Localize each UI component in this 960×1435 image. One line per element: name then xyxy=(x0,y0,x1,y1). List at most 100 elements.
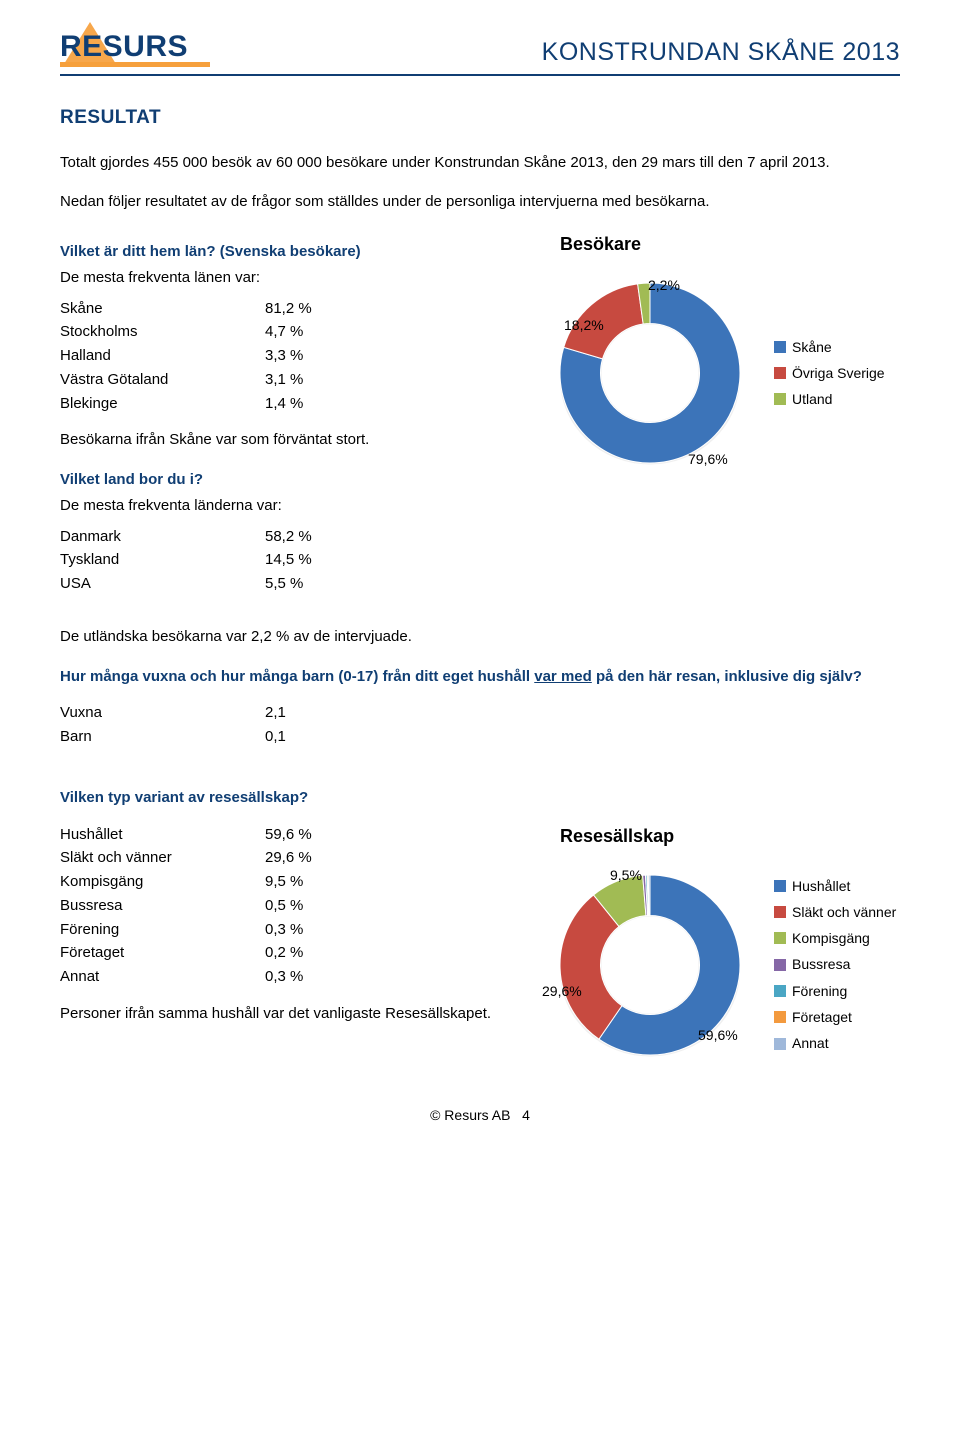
row-value: 0,5 % xyxy=(265,894,335,918)
legend-label: Hushållet xyxy=(792,876,850,896)
q2-subtitle: De mesta frekventa länderna var: xyxy=(60,495,510,517)
row-label: Bussresa xyxy=(60,894,265,918)
row-value: 1,4 % xyxy=(265,392,335,416)
q2-title: Vilket land bor du i? xyxy=(60,469,510,491)
row-value: 0,3 % xyxy=(265,918,335,942)
table-row: Barn0,1 xyxy=(60,725,335,749)
row-value: 4,7 % xyxy=(265,320,335,344)
row-label: Västra Götaland xyxy=(60,368,265,392)
pct-label: 18,2% xyxy=(564,315,604,335)
doc-title: KONSTRUNDAN SKÅNE 2013 xyxy=(542,34,900,72)
footer-page: 4 xyxy=(522,1107,530,1123)
q1-table: Skåne81,2 %Stockholms4,7 %Halland3,3 %Vä… xyxy=(60,297,335,416)
legend-swatch xyxy=(774,906,786,918)
row-value: 29,6 % xyxy=(265,846,335,870)
row-value: 0,1 xyxy=(265,725,335,749)
row-label: Annat xyxy=(60,965,265,989)
table-row: USA5,5 % xyxy=(60,572,335,596)
legend-swatch xyxy=(774,985,786,997)
table-row: Hushållet59,6 % xyxy=(60,823,335,847)
row-label: Företaget xyxy=(60,941,265,965)
row-value: 5,5 % xyxy=(265,572,335,596)
pct-label: 29,6% xyxy=(542,981,582,1001)
table-row: Företaget0,2 % xyxy=(60,941,335,965)
legend-swatch xyxy=(774,1011,786,1023)
legend-swatch xyxy=(774,1038,786,1050)
table-row: Förening0,3 % xyxy=(60,918,335,942)
row-label: Barn xyxy=(60,725,265,749)
table-row: Släkt och vänner29,6 % xyxy=(60,846,335,870)
pct-label: 2,2% xyxy=(648,275,680,295)
q1-note: Besökarna ifrån Skåne var som förväntat … xyxy=(60,429,510,451)
pct-label: 79,6% xyxy=(688,449,728,469)
legend-item: Hushållet xyxy=(774,876,896,896)
pct-label: 9,5% xyxy=(610,865,642,885)
table-row: Västra Götaland3,1 % xyxy=(60,368,335,392)
chart1-legend: Skåne Övriga Sverige Utland xyxy=(774,337,885,410)
legend-label: Släkt och vänner xyxy=(792,902,896,922)
row-label: Kompisgäng xyxy=(60,870,265,894)
row-label: Halland xyxy=(60,344,265,368)
chart1-title: Besökare xyxy=(540,231,900,257)
legend-label: Företaget xyxy=(792,1007,852,1027)
row-value: 9,5 % xyxy=(265,870,335,894)
row-value: 3,3 % xyxy=(265,344,335,368)
logo-text: RESURS xyxy=(60,30,188,63)
row-value: 59,6 % xyxy=(265,823,335,847)
table-row: Vuxna2,1 xyxy=(60,701,335,725)
legend-item: Kompisgäng xyxy=(774,928,896,948)
row-value: 58,2 % xyxy=(265,525,335,549)
chart2-legend: HushålletSläkt och vännerKompisgängBussr… xyxy=(774,876,896,1054)
table-row: Halland3,3 % xyxy=(60,344,335,368)
legend-item: Släkt och vänner xyxy=(774,902,896,922)
legend-swatch xyxy=(774,959,786,971)
legend-item: Skåne xyxy=(774,337,885,357)
legend-swatch xyxy=(774,932,786,944)
legend-item: Övriga Sverige xyxy=(774,363,885,383)
row-label: Släkt och vänner xyxy=(60,846,265,870)
table-row: Kompisgäng9,5 % xyxy=(60,870,335,894)
legend-swatch xyxy=(774,393,786,405)
q3-title: Hur många vuxna och hur många barn (0-17… xyxy=(60,666,900,688)
row-value: 14,5 % xyxy=(265,548,335,572)
q3-title-underlined: var med xyxy=(534,668,592,685)
row-label: USA xyxy=(60,572,265,596)
chart-resesallskap: Resesällskap 59,6% 29,6% 9,5% Hushållet Slä… xyxy=(540,823,900,1075)
pct-label: 59,6% xyxy=(698,1025,738,1045)
legend-item: Företaget xyxy=(774,1007,896,1027)
footer: © Resurs AB 4 xyxy=(60,1105,900,1125)
intro-paragraph-2: Nedan följer resultatet av de frågor som… xyxy=(60,191,900,213)
legend-swatch xyxy=(774,367,786,379)
logo: RESURS xyxy=(60,18,230,72)
row-value: 0,3 % xyxy=(265,965,335,989)
footer-copyright: © Resurs AB xyxy=(430,1107,510,1123)
table-row: Stockholms4,7 % xyxy=(60,320,335,344)
q4-table: Hushållet59,6 %Släkt och vänner29,6 %Kom… xyxy=(60,823,335,989)
row-label: Hushållet xyxy=(60,823,265,847)
row-label: Vuxna xyxy=(60,701,265,725)
row-label: Danmark xyxy=(60,525,265,549)
legend-label: Övriga Sverige xyxy=(792,363,885,383)
q1-subtitle: De mesta frekventa länen var: xyxy=(60,267,510,289)
table-row: Blekinge1,4 % xyxy=(60,392,335,416)
row-label: Skåne xyxy=(60,297,265,321)
q1-title: Vilket är ditt hem län? (Svenska besökar… xyxy=(60,241,510,263)
q2-table: Danmark58,2 %Tyskland14,5 %USA5,5 % xyxy=(60,525,335,596)
row-value: 3,1 % xyxy=(265,368,335,392)
legend-label: Skåne xyxy=(792,337,832,357)
table-row: Danmark58,2 % xyxy=(60,525,335,549)
donut-slice xyxy=(648,875,650,916)
chart-besokare: Besökare 79,6% 18,2% 2,2% Skåne Övriga Sver… xyxy=(540,231,900,483)
q3-title-post: på den här resan, inklusive dig själv? xyxy=(592,668,862,685)
table-row: Skåne81,2 % xyxy=(60,297,335,321)
row-value: 2,1 xyxy=(265,701,335,725)
row-label: Stockholms xyxy=(60,320,265,344)
legend-item: Utland xyxy=(774,389,885,409)
table-row: Annat0,3 % xyxy=(60,965,335,989)
table-row: Tyskland14,5 % xyxy=(60,548,335,572)
legend-item: Förening xyxy=(774,981,896,1001)
legend-label: Annat xyxy=(792,1033,829,1053)
legend-label: Kompisgäng xyxy=(792,928,870,948)
row-label: Förening xyxy=(60,918,265,942)
chart2-title: Resesällskap xyxy=(540,823,900,849)
